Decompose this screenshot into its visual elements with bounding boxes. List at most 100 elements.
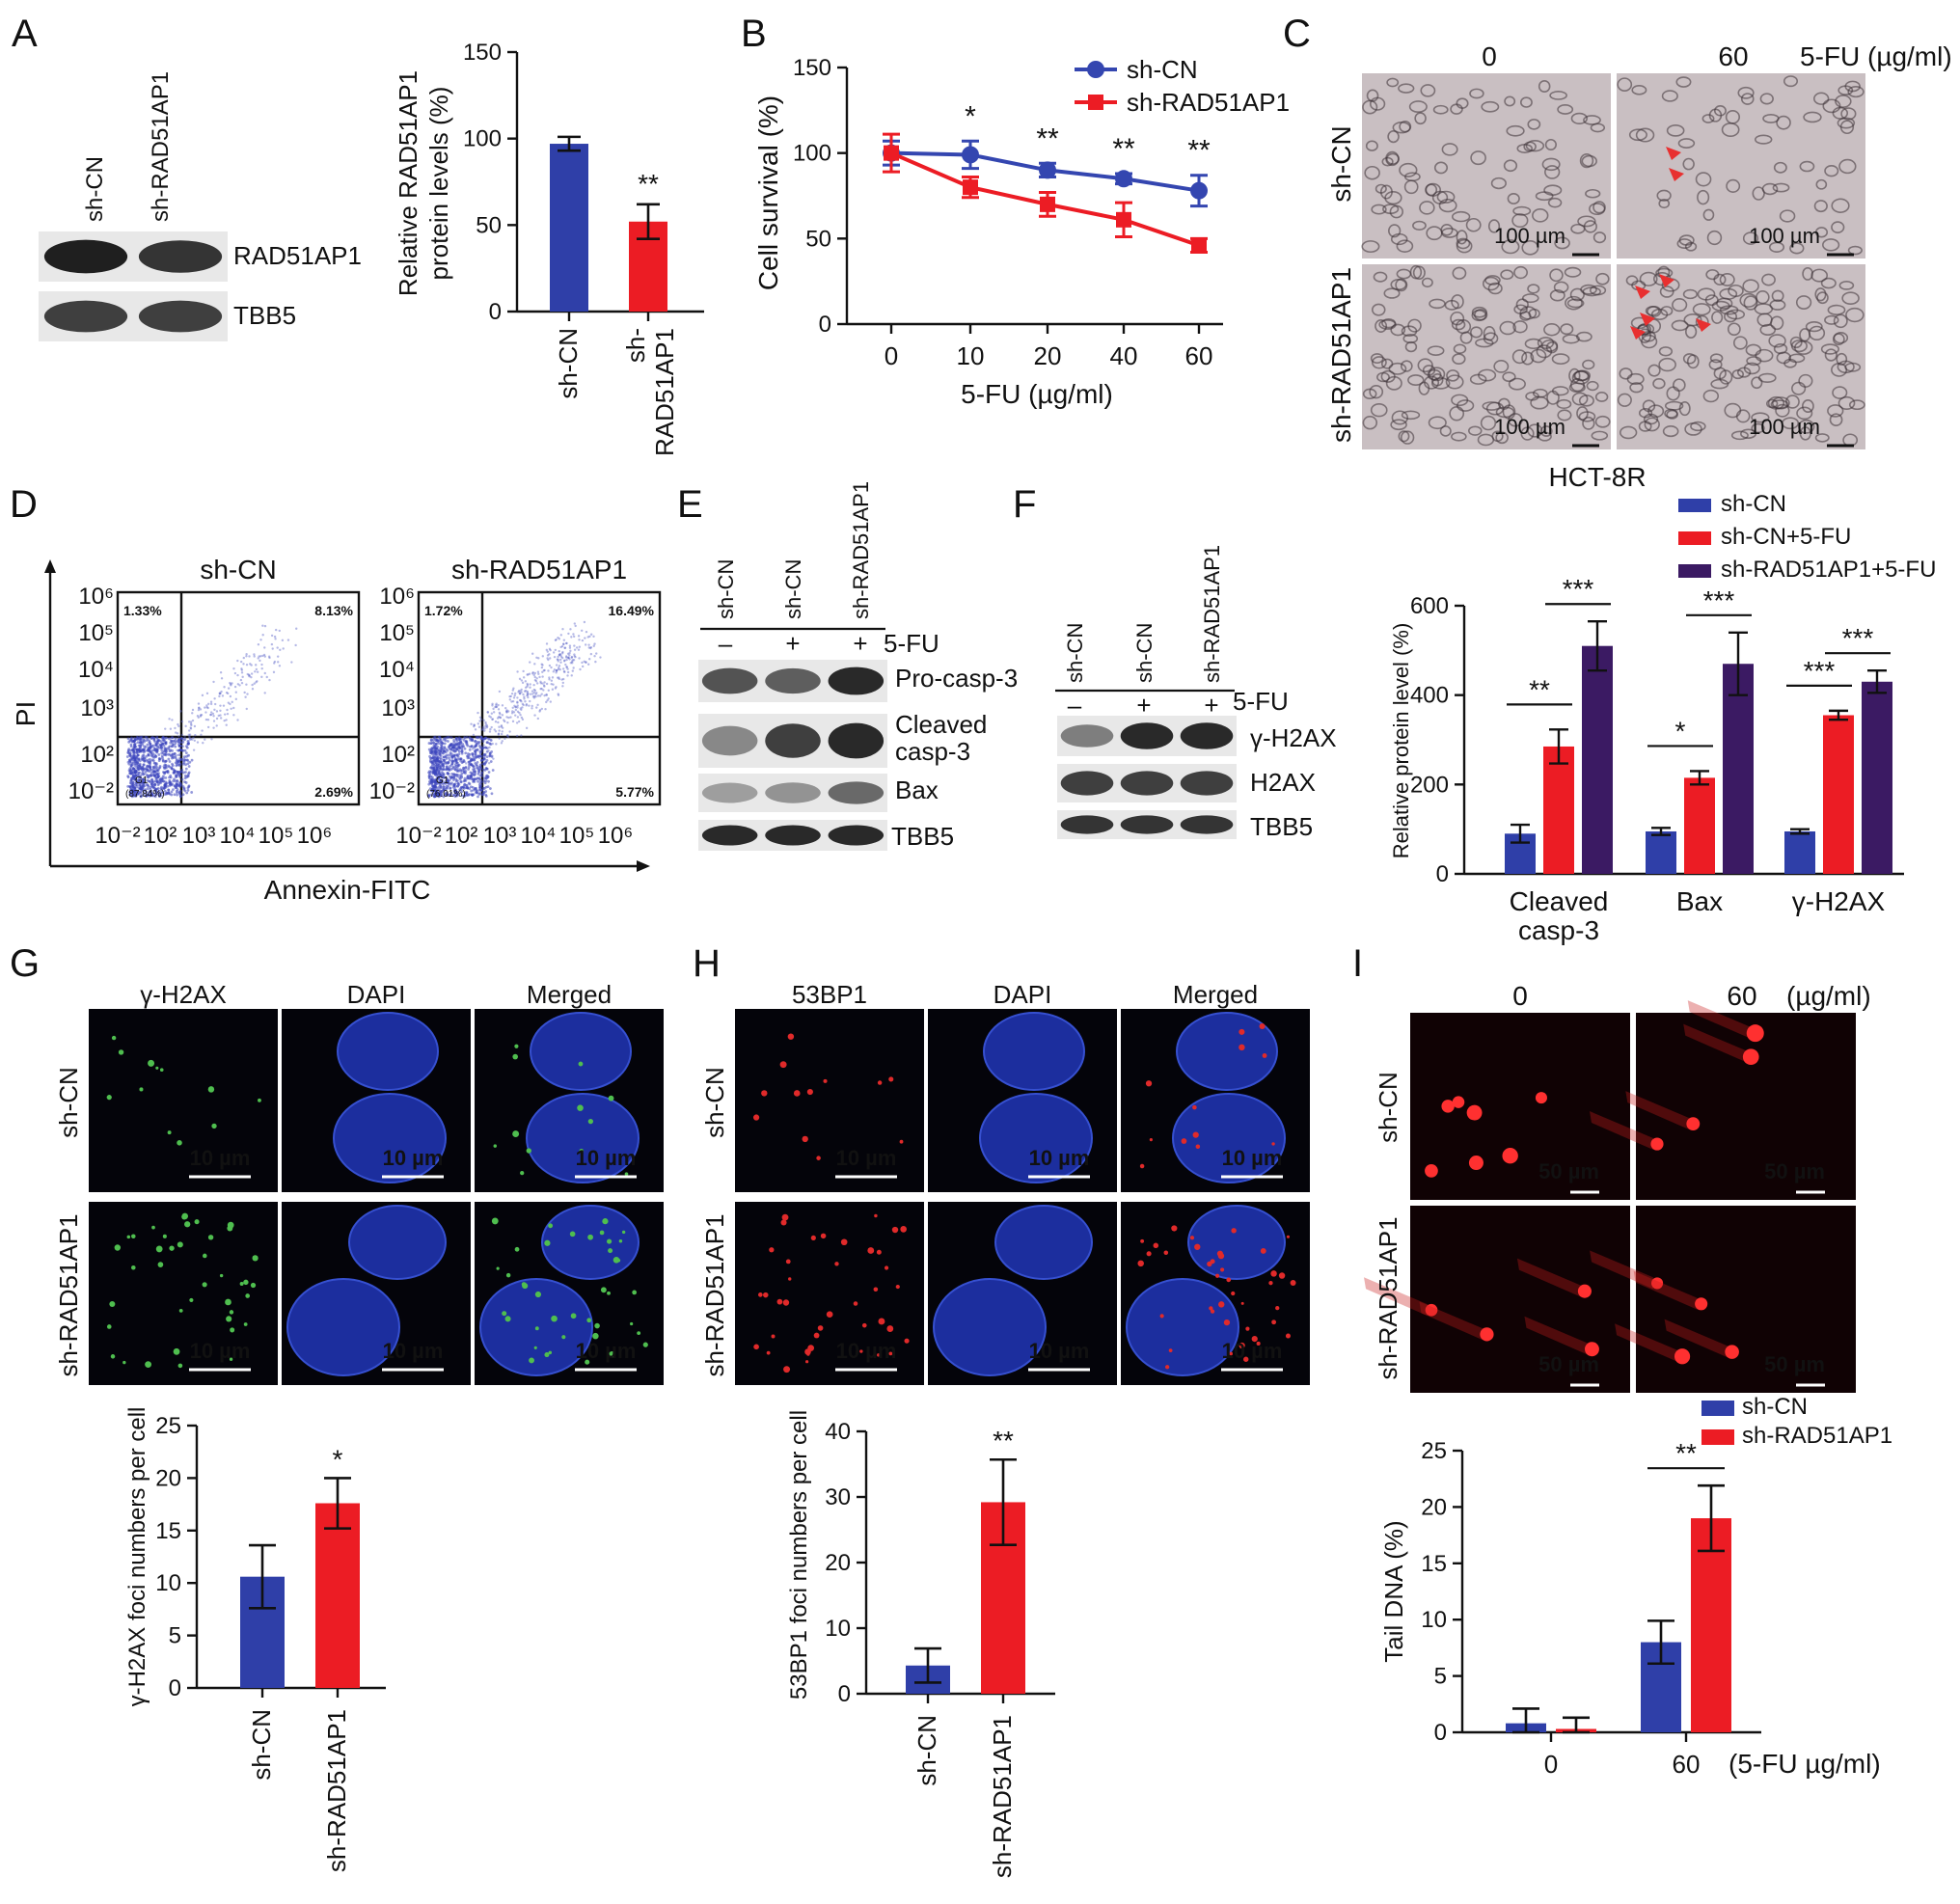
cell-outline xyxy=(1727,322,1741,337)
event-dot xyxy=(558,666,560,669)
event-dot xyxy=(555,638,558,641)
cell-outline xyxy=(1385,152,1400,165)
event-dot xyxy=(532,696,536,699)
event-dot xyxy=(160,748,164,752)
focus-dot xyxy=(1256,1341,1261,1346)
event-dot xyxy=(153,788,157,792)
event-dot xyxy=(168,753,171,756)
event-dot xyxy=(145,736,149,739)
event-dot xyxy=(504,706,507,710)
focus-dot xyxy=(194,1219,200,1225)
event-dot xyxy=(475,736,478,739)
cell-outline xyxy=(1428,416,1447,430)
event-dot xyxy=(549,657,552,660)
event-dot xyxy=(429,778,433,782)
event-dot xyxy=(516,706,519,709)
focus-dot xyxy=(1168,1348,1173,1352)
comet-tail xyxy=(1419,1301,1484,1341)
event-dot xyxy=(542,684,546,687)
focus-dot xyxy=(630,1321,634,1326)
event-dot xyxy=(171,764,175,768)
cell-outline xyxy=(1592,231,1607,244)
event-dot xyxy=(199,714,203,717)
event-dot xyxy=(463,747,467,750)
bar xyxy=(1691,1518,1731,1732)
focus-dot xyxy=(177,1140,182,1146)
cell-outline xyxy=(1547,197,1563,208)
event-dot xyxy=(477,725,481,728)
focus-dot xyxy=(570,1313,577,1319)
event-dot xyxy=(433,789,437,792)
y-tick-label: 15 xyxy=(1421,1551,1447,1577)
cell-outline xyxy=(1451,318,1466,331)
series-point xyxy=(1191,237,1207,254)
event-dot xyxy=(476,766,478,770)
event-dot xyxy=(138,771,141,775)
event-dot xyxy=(474,739,477,743)
cell-outline xyxy=(1752,186,1765,201)
event-dot xyxy=(533,678,537,682)
event-dot xyxy=(559,653,562,657)
event-dot xyxy=(220,690,223,694)
focus-dot xyxy=(802,1135,808,1143)
focus-dot xyxy=(177,1241,183,1248)
event-dot xyxy=(562,669,566,673)
x-tick-label: sh-CN xyxy=(247,1709,276,1781)
cell-outline xyxy=(1470,150,1486,166)
cell-outline xyxy=(1837,117,1856,129)
event-dot xyxy=(513,694,516,697)
quadrant-value: G1 xyxy=(135,775,149,786)
nucleus xyxy=(348,1205,447,1280)
cell-outline xyxy=(1682,288,1699,300)
focus-dot xyxy=(229,1310,234,1315)
event-dot xyxy=(198,706,201,709)
event-dot xyxy=(493,728,496,731)
event-dot xyxy=(490,712,494,715)
event-dot xyxy=(160,779,164,783)
event-dot xyxy=(560,678,563,681)
plot-title: sh-RAD51AP1 xyxy=(451,555,627,585)
focus-dot xyxy=(139,1087,144,1092)
cell-outline xyxy=(1541,157,1561,172)
event-dot xyxy=(181,745,185,748)
event-dot xyxy=(488,715,491,718)
comet-tail xyxy=(1364,1277,1429,1317)
event-dot xyxy=(510,712,514,715)
cell-outline xyxy=(1549,91,1567,100)
y-tick-label: 400 xyxy=(1410,683,1449,709)
plot-frame xyxy=(116,590,361,806)
event-dot xyxy=(440,781,443,784)
event-dot xyxy=(477,744,481,748)
focus-dot xyxy=(1239,1342,1245,1349)
event-dot xyxy=(182,786,186,790)
event-dot xyxy=(474,752,477,756)
event-dot xyxy=(474,728,477,731)
event-dot xyxy=(454,777,458,781)
cell-outline xyxy=(1375,318,1388,333)
event-dot xyxy=(168,749,172,753)
event-dot xyxy=(229,702,231,706)
event-dot xyxy=(581,661,584,665)
significance-label: *** xyxy=(1703,585,1735,615)
event-dot xyxy=(523,695,526,698)
event-dot xyxy=(452,775,456,779)
unit-label: (µg/ml) xyxy=(1786,981,1871,1011)
blot-band xyxy=(828,722,885,759)
cell-outline xyxy=(1504,95,1516,107)
event-dot xyxy=(497,708,501,711)
event-dot xyxy=(531,671,534,674)
event-dot xyxy=(528,672,531,675)
event-dot xyxy=(164,727,167,730)
event-dot xyxy=(160,742,164,746)
scale-bar-label: 100 µm xyxy=(1494,415,1565,439)
focus-dot xyxy=(579,1148,585,1154)
cell-outline xyxy=(1417,358,1433,373)
event-dot xyxy=(488,787,492,790)
event-dot xyxy=(557,660,559,663)
y-tick-label: 10 xyxy=(1421,1607,1447,1633)
event-dot xyxy=(155,776,159,779)
event-dot xyxy=(254,670,257,673)
focus-dot xyxy=(250,1282,257,1289)
event-dot xyxy=(501,730,504,733)
comet-tail xyxy=(1687,1000,1752,1040)
